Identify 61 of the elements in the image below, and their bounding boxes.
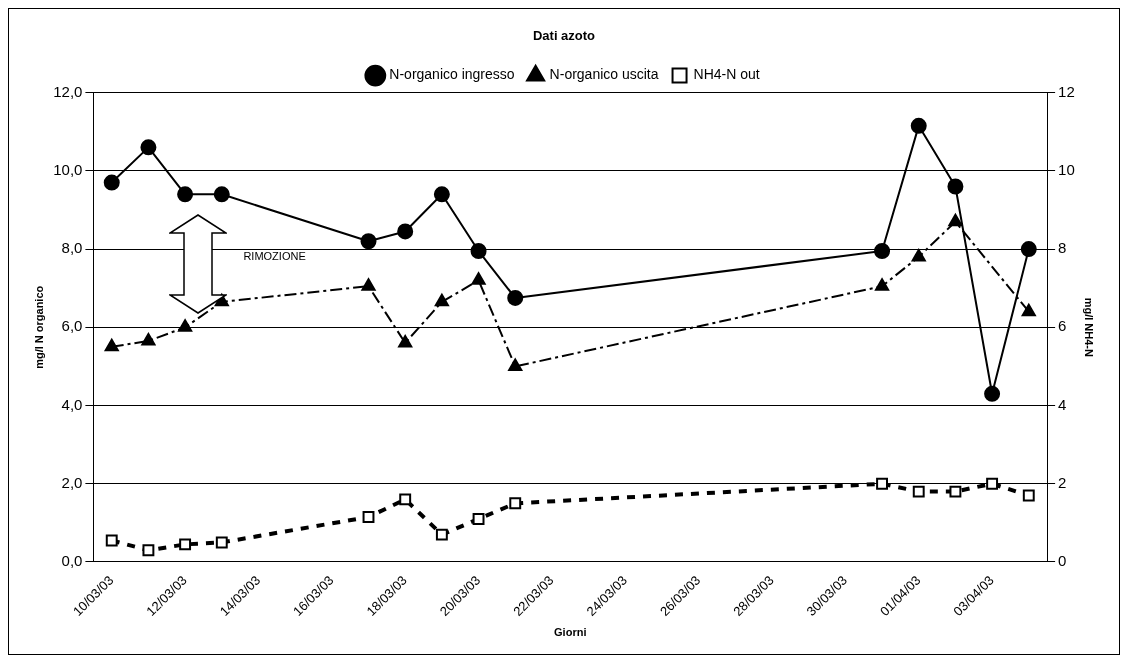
point: [179, 538, 192, 551]
point: [507, 289, 524, 306]
point: [103, 174, 120, 191]
y2-tick-label: 2: [1058, 473, 1067, 491]
y-tick-label: 8,0: [61, 239, 83, 257]
x-axis-title: Giorni: [554, 626, 587, 639]
y-tick-label: 10,0: [53, 160, 83, 178]
point: [398, 334, 413, 348]
annotation: RIMOZIONE: [243, 249, 306, 262]
y2-tick-label: 4: [1058, 395, 1067, 413]
point: [435, 528, 448, 541]
point: [215, 536, 228, 549]
chart-title: Dati azoto: [532, 28, 596, 44]
point: [399, 493, 412, 506]
point: [104, 338, 119, 352]
y-tick-label: 0,0: [61, 552, 83, 570]
point: [213, 186, 230, 203]
point: [178, 319, 193, 332]
point: [141, 332, 156, 346]
legend-label: N-organico ingresso: [389, 66, 515, 83]
legend-label: NH4-N out: [693, 66, 760, 83]
y-axis-title: mg/l N organico: [32, 285, 45, 369]
point: [471, 272, 486, 285]
point: [434, 293, 449, 307]
point: [470, 243, 487, 260]
y-tick-label: 2,0: [61, 473, 83, 491]
point: [105, 534, 118, 547]
point: [910, 117, 927, 134]
y2-axis-title: mg/l NH4-N: [1083, 297, 1096, 357]
point: [508, 358, 523, 371]
point: [948, 213, 963, 227]
y2-tick-label: 12: [1058, 82, 1075, 100]
point: [1021, 303, 1036, 317]
legend-label: N-organico uscita: [549, 66, 659, 83]
point: [947, 178, 964, 195]
point: [874, 278, 890, 291]
point: [362, 511, 375, 523]
y2-tick-label: 8: [1058, 239, 1067, 257]
point: [876, 477, 888, 490]
point: [949, 485, 962, 498]
point: [874, 243, 891, 260]
point: [472, 513, 485, 525]
point: [1022, 489, 1035, 502]
y2-tick-label: 10: [1058, 160, 1075, 178]
y-tick-label: 4,0: [61, 395, 83, 413]
point: [361, 278, 376, 291]
point: [360, 233, 377, 250]
point: [142, 544, 155, 557]
point: [433, 186, 450, 203]
point: [397, 223, 414, 240]
point: [140, 139, 157, 156]
point: [177, 186, 194, 203]
y-tick-label: 6,0: [61, 317, 83, 335]
y2-tick-label: 6: [1058, 317, 1067, 335]
y2-tick-label: 0: [1058, 552, 1067, 570]
point: [509, 497, 522, 510]
point: [1020, 241, 1037, 258]
y-tick-label: 12,0: [53, 82, 83, 100]
point: [986, 477, 999, 490]
point: [911, 248, 926, 262]
point: [912, 485, 925, 498]
